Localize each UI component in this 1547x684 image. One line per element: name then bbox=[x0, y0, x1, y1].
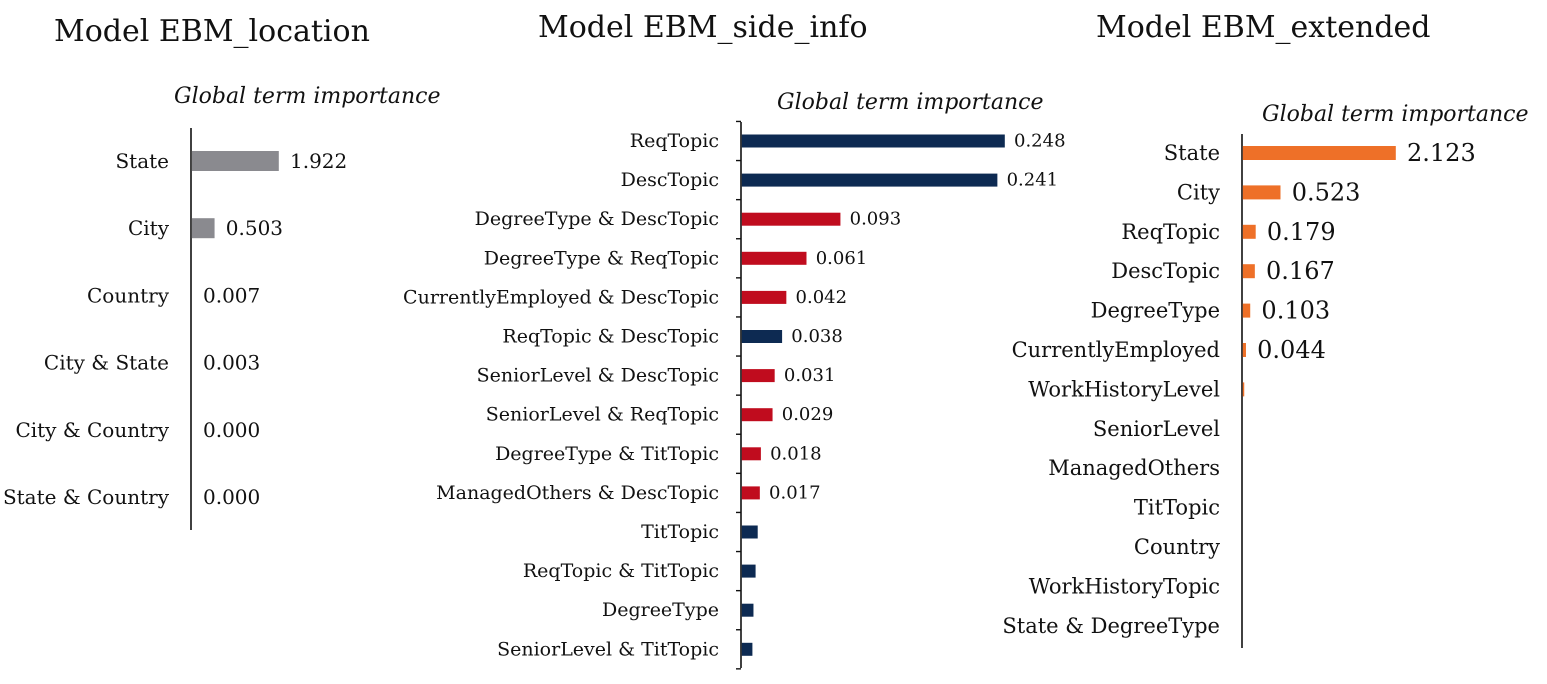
bar-chart-svg: State 2.123 City 0.523 ReqTopic 0.179 DescTopi… bbox=[1002, 134, 1476, 648]
category-label: TitTopic bbox=[641, 521, 719, 543]
value-label: 0.042 bbox=[796, 287, 848, 308]
value-label: 0.038 bbox=[791, 326, 843, 347]
bar bbox=[741, 212, 841, 226]
bar bbox=[1242, 146, 1396, 160]
category-label: DescTopic bbox=[1111, 259, 1220, 283]
bar bbox=[1242, 264, 1255, 279]
value-label: 0.179 bbox=[1267, 218, 1336, 246]
bar bbox=[1242, 382, 1245, 397]
value-label: 0.167 bbox=[1266, 257, 1335, 285]
category-label: ReqTopic & TitTopic bbox=[523, 560, 719, 582]
category-label: SeniorLevel & DescTopic bbox=[477, 365, 719, 387]
bar bbox=[741, 525, 758, 539]
bar-chart-svg: ReqTopic 0.248 DescTopic 0.241 DegreeType & … bbox=[403, 120, 1066, 670]
category-label: CurrentlyEmployed & DescTopic bbox=[403, 286, 719, 308]
value-label: 0.000 bbox=[203, 485, 260, 509]
bar bbox=[741, 173, 998, 187]
bar bbox=[741, 408, 773, 422]
bar-chart-svg: State 1.922 City 0.503 Country 0.007 City & St… bbox=[3, 128, 347, 530]
category-label: DegreeType & TitTopic bbox=[495, 443, 719, 465]
chart-title: Model EBM_location bbox=[54, 14, 370, 49]
category-label: City & State bbox=[44, 351, 169, 375]
bar bbox=[741, 134, 1005, 148]
bar bbox=[741, 290, 787, 304]
category-label: ReqTopic & DescTopic bbox=[502, 326, 719, 348]
category-label: DegreeType & ReqTopic bbox=[484, 247, 719, 269]
value-label: 0.029 bbox=[782, 404, 834, 425]
bar bbox=[741, 330, 783, 343]
bar bbox=[741, 251, 807, 265]
bar bbox=[1242, 224, 1256, 239]
category-label: Country bbox=[87, 283, 170, 307]
bar bbox=[741, 447, 761, 461]
value-label: 0.007 bbox=[203, 283, 260, 307]
bar bbox=[1242, 303, 1251, 318]
category-label: State & Country bbox=[3, 485, 170, 509]
category-label: CurrentlyEmployed bbox=[1012, 338, 1220, 362]
chart-subtitle: Global term importance bbox=[1262, 102, 1529, 127]
category-label: City bbox=[128, 216, 170, 240]
value-label: 0.061 bbox=[816, 248, 868, 269]
value-label: 0.003 bbox=[203, 351, 260, 375]
bar bbox=[191, 151, 279, 171]
category-label: WorkHistoryLevel bbox=[1028, 377, 1220, 401]
chart-subtitle: Global term importance bbox=[777, 90, 1044, 115]
bar bbox=[741, 642, 753, 656]
chart-panel-ebm-extended: Model EBM_extended Global term importanc… bbox=[990, 0, 1547, 684]
value-label: 0.523 bbox=[1292, 178, 1361, 206]
chart-title: Model EBM_extended bbox=[1096, 10, 1431, 45]
category-label: ReqTopic bbox=[630, 130, 719, 152]
value-label: 0.017 bbox=[769, 482, 821, 503]
value-label: 0.044 bbox=[1257, 336, 1326, 364]
category-label: DegreeType & DescTopic bbox=[475, 208, 719, 230]
category-label: State & DegreeType bbox=[1002, 614, 1220, 638]
bar bbox=[191, 218, 215, 239]
value-label: 0.248 bbox=[1014, 131, 1066, 152]
category-label: ManagedOthers & DescTopic bbox=[436, 482, 719, 504]
value-label: 0.000 bbox=[203, 418, 260, 442]
chart-panel-ebm-location: Model EBM_location Global term importanc… bbox=[0, 0, 460, 684]
category-label: TitTopic bbox=[1134, 496, 1220, 520]
chart-panel-ebm-side-info: Model EBM_side_info Global term importan… bbox=[380, 0, 1080, 684]
category-label: ReqTopic bbox=[1121, 220, 1220, 244]
category-label: State bbox=[115, 149, 169, 173]
bar bbox=[741, 369, 775, 383]
value-label: 0.103 bbox=[1261, 297, 1330, 325]
category-label: Country bbox=[1134, 535, 1220, 559]
category-label: ManagedOthers bbox=[1048, 456, 1220, 480]
chart-title: Model EBM_side_info bbox=[538, 10, 868, 45]
value-label: 2.123 bbox=[1407, 139, 1476, 167]
value-label: 0.093 bbox=[850, 209, 902, 230]
bar bbox=[741, 603, 754, 617]
category-label: City & Country bbox=[15, 418, 169, 442]
bar bbox=[1242, 343, 1246, 357]
category-label: SeniorLevel & ReqTopic bbox=[486, 404, 719, 426]
value-label: 0.241 bbox=[1007, 170, 1059, 191]
value-label: 0.031 bbox=[784, 365, 836, 386]
category-label: City bbox=[1177, 180, 1220, 204]
category-label: SeniorLevel & TitTopic bbox=[497, 638, 719, 660]
category-label: SeniorLevel bbox=[1093, 417, 1220, 441]
bar bbox=[741, 486, 760, 500]
bar bbox=[741, 564, 756, 578]
category-label: DegreeType bbox=[1091, 299, 1220, 323]
value-label: 0.018 bbox=[770, 443, 822, 464]
value-label: 1.922 bbox=[290, 149, 347, 173]
category-label: State bbox=[1164, 141, 1220, 165]
category-label: WorkHistoryTopic bbox=[1029, 574, 1220, 598]
value-label: 0.503 bbox=[226, 216, 283, 240]
category-label: DegreeType bbox=[602, 599, 719, 621]
bar bbox=[1242, 185, 1281, 200]
category-label: DescTopic bbox=[621, 169, 719, 191]
chart-subtitle: Global term importance bbox=[174, 84, 441, 109]
